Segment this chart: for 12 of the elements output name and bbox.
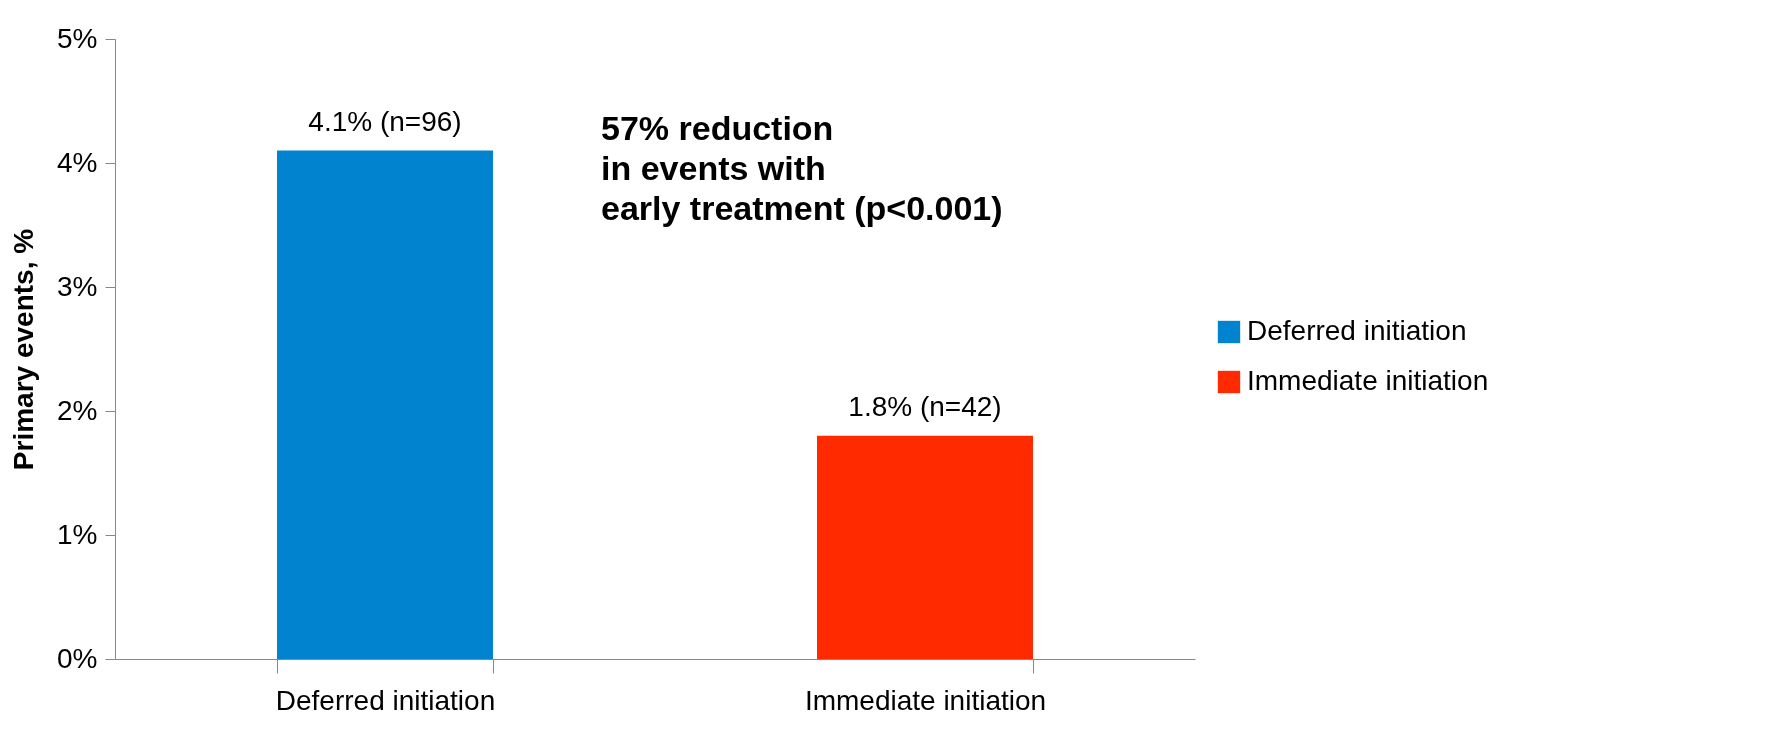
y-tick-label: 2% — [57, 394, 98, 426]
y-tick-label: 3% — [57, 270, 98, 302]
y-axis-title: Primary events, % — [8, 228, 40, 471]
y-tick-label: 0% — [57, 642, 98, 674]
data-label: 1.8% (n=42) — [848, 390, 1002, 422]
annotation: 57% reduction in events with early treatment (p<0.001) — [601, 109, 1003, 228]
data-label: 4.1% (n=96) — [308, 105, 462, 137]
legend-label: Immediate initiation — [1247, 365, 1489, 396]
y-tick-label: 4% — [57, 146, 98, 178]
y-tick-label: 1% — [57, 518, 98, 550]
y-tick-label: 5% — [57, 22, 98, 54]
legend-label: Deferred initiation — [1247, 315, 1467, 346]
